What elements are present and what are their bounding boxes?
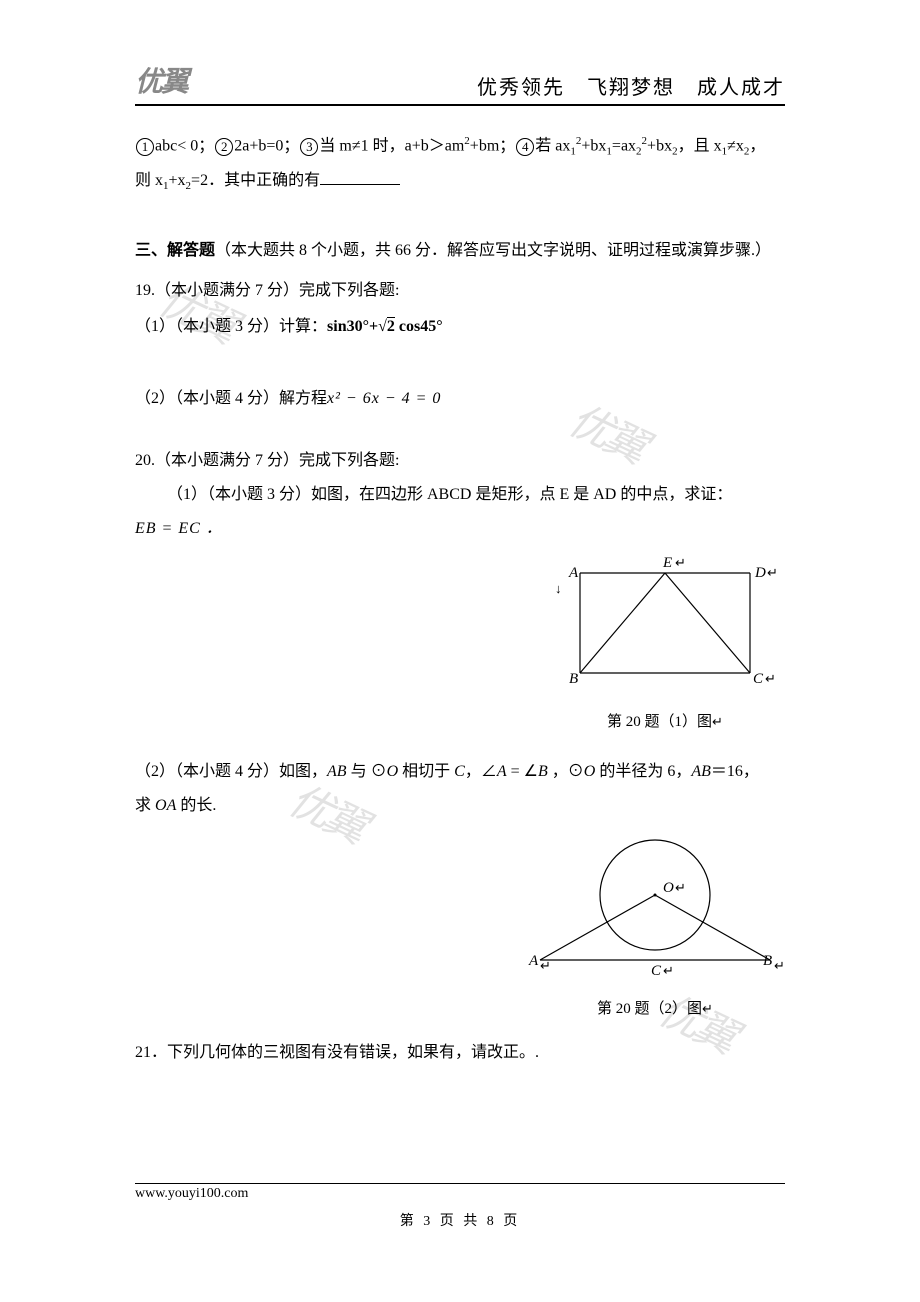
figure-20-2-caption: 第 20 题（2）图↵ [525,994,785,1024]
label-O: O [663,880,674,896]
circled-4: 4 [516,138,534,156]
t: ＝16， [711,763,759,780]
q18-text: ≠x [727,137,744,154]
t: 求 [135,797,155,814]
label-E: E [662,555,672,571]
sqrt-content: 2 [387,317,395,335]
t: B [538,763,548,780]
label-B: B [569,671,578,687]
t: AB [691,763,711,780]
q18-text: 若 ax [535,137,570,154]
q18-text: 则 x [135,172,163,189]
q18-text: +bx [581,137,606,154]
q19-head: 19.（本小题满分 7 分）完成下列各题: [135,275,785,307]
q18-text: ，且 x [678,137,722,154]
circled-1: 1 [136,138,154,156]
q20-p1-line2: EB = EC ． [135,513,785,545]
footer: www.youyi100.com [135,1183,785,1202]
q18-text: +bm； [470,137,515,154]
arrow-icon: ↵ [540,958,551,973]
label-A: A [568,565,579,581]
q18-text: abc< 0； [155,137,214,154]
q19-p1-math2: cos45° [395,318,443,335]
q21-text: 21．下列几何体的三视图有没有错误，如果有，请改正。. [135,1037,785,1069]
arrow-icon: ↓ [555,581,562,596]
t: ，∠ [465,763,497,780]
arrow-icon: ↵ [675,880,686,895]
figure-20-1-block: A D ↵ E ↵ B C ↵ ↓ 第 20 题（1）图↵ [135,553,785,738]
figure-20-2-block: O ↵ A ↵ C ↵ B ↵ 第 20 题（2）图↵ [135,830,785,1025]
t: O [584,763,596,780]
t: 与 ⊙ [347,763,387,780]
page-header: 优翼 优秀领先 飞翔梦想 成人成才 [135,60,785,106]
q18-text: =2．其中正确的有 [191,172,320,189]
q18-text: 2a+b=0； [234,137,299,154]
t: C [454,763,465,780]
label-B: B [763,953,772,969]
content-body: 1abc< 0；22a+b=0；3当 m≠1 时，a+b＞am2+bm；4若 a… [135,130,785,1069]
q18-text: ， [749,137,765,154]
t: 的长. [176,797,216,814]
q18-text: +bx [647,137,672,154]
q20-p1-eq: EB = EC ． [135,520,223,537]
q20-p1-line1: （1）（本小题 3 分）如图，在四边形 ABCD 是矩形，点 E 是 AD 的中… [135,479,785,511]
q18-text: 当 m≠1 时，a+b＞am [319,137,464,154]
q20-head: 20.（本小题满分 7 分）完成下列各题: [135,445,785,477]
t: OA [155,797,176,814]
t: ，⊙ [548,763,584,780]
label-D: D [754,565,766,581]
q18-line1: 1abc< 0；22a+b=0；3当 m≠1 时，a+b＞am2+bm；4若 a… [135,130,785,163]
header-slogan: 优秀领先 飞翔梦想 成人成才 [477,71,785,100]
q20-p1-text: （1）（本小题 3 分）如图，在四边形 ABCD 是矩形，点 E 是 AD 的中… [167,486,732,503]
q19-part2: （2）（本小题 4 分）解方程x² − 6x − 4 = 0 [135,383,785,415]
section3-heading: 三、解答题（本大题共 8 个小题，共 66 分．解答应写出文字说明、证明过程或演… [135,235,785,267]
q18-text: =ax [612,137,636,154]
figure-20-1-svg: A D ↵ E ↵ B C ↵ ↓ [545,553,785,693]
circled-2: 2 [215,138,233,156]
answer-blank [320,169,400,185]
t: A [497,763,507,780]
q20-p2-line2: 求 OA 的长. [135,790,785,822]
arrow-icon: ↵ [774,958,785,973]
q19-p1-pre: （1）（本小题 3 分）计算： [135,318,327,335]
t: = ∠ [507,763,538,780]
arrow-icon: ↵ [765,671,776,686]
footer-url: www.youyi100.com [135,1186,248,1201]
caption-text: 第 20 题（2）图 [597,1001,702,1017]
caption-text: 第 20 题（1）图 [607,714,712,730]
figure-20-2-svg: O ↵ A ↵ C ↵ B ↵ [525,830,785,980]
t: O [387,763,399,780]
t: （2）（本小题 4 分）如图， [135,763,327,780]
arrow-icon: ↵ [767,565,778,580]
figure-20-1-caption: 第 20 题（1）图↵ [545,707,785,737]
q18-text: +x [169,172,186,189]
section3-title: 三、解答题 [135,242,215,259]
q19-p2-math: x² − 6x − 4 = 0 [327,390,441,407]
arrow-icon: ↵ [663,963,674,978]
arrow-icon: ↵ [675,555,686,570]
label-A: A [528,953,539,969]
label-C: C [753,671,764,687]
q20-p2-line1: （2）（本小题 4 分）如图，AB 与 ⊙O 相切于 C，∠A = ∠B ，⊙O… [135,756,785,788]
circled-3: 3 [300,138,318,156]
q18-line2: 则 x1+x2=2．其中正确的有 [135,165,785,197]
page-number: 第 3 页 共 8 页 [0,1210,920,1230]
logo: 优翼 [135,60,187,100]
q19-p2-pre: （2）（本小题 4 分）解方程 [135,390,327,407]
t: 相切于 [398,763,454,780]
section3-desc: （本大题共 8 个小题，共 66 分．解答应写出文字说明、证明过程或演算步骤.） [215,242,771,259]
t: AB [327,763,347,780]
t: 的半径为 6， [595,763,691,780]
label-C: C [651,963,662,979]
q19-p1-math: sin30°+ [327,318,378,335]
q19-part1: （1）（本小题 3 分）计算：sin30°+ 2 cos45° [135,311,785,343]
